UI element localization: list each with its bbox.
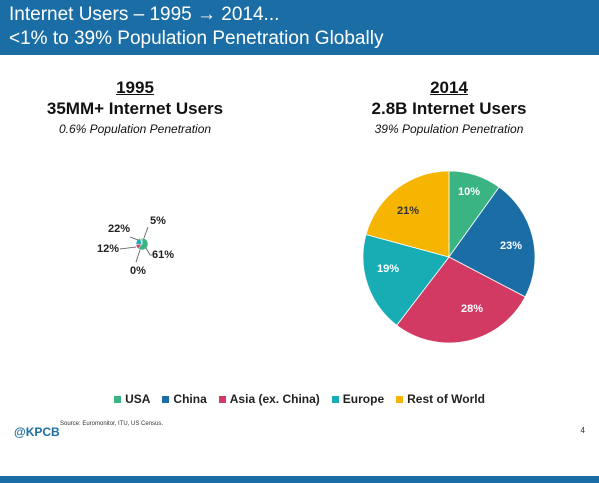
pie-1995-label-2: 0% <box>130 265 146 277</box>
legend-item: Asia (ex. China) <box>218 392 320 406</box>
chart-legend: USA China Asia (ex. China) Europe Rest of Wo… <box>0 392 599 406</box>
legend-item: Rest of World <box>396 392 485 406</box>
legend-label: China <box>173 392 207 406</box>
pie-2014-label-5: 21% <box>397 205 419 217</box>
legend-swatch <box>162 395 170 403</box>
legend-swatch <box>396 395 404 403</box>
legend-label: Rest of World <box>407 392 485 406</box>
title-line-2: <1% to 39% Population Penetration Global… <box>9 28 384 49</box>
left-penetration: 0.6% Population Penetration <box>58 122 212 136</box>
pie-2014-slice-rest-of-world <box>365 170 450 258</box>
right-column-header: 2014 2.8B Internet Users 39% Population … <box>334 78 564 136</box>
bottom-bar <box>0 476 599 483</box>
page-number: 4 <box>580 426 585 435</box>
pie-1995-leader-5 <box>143 226 149 239</box>
source-note: Source: Euromonitor, ITU, US Census. <box>60 421 164 427</box>
left-column-header: 1995 35MM+ Internet Users 0.6% Populatio… <box>20 78 250 136</box>
pie-1995-leader-3 <box>119 246 137 250</box>
legend-label: Europe <box>342 392 385 406</box>
kpcb-logo: @KPCB <box>14 425 60 439</box>
pie-2014-label-3: 28% <box>461 303 483 315</box>
pie-2014-label-1: 10% <box>458 186 480 198</box>
pie-1995-slice-usa <box>137 237 149 251</box>
right-year: 2014 <box>430 78 468 97</box>
right-users: 2.8B Internet Users <box>371 99 527 118</box>
pie-1995-leader-4 <box>129 236 139 241</box>
pie-2014-label-4: 19% <box>377 263 399 275</box>
pie-2014-slice-europe <box>362 234 450 326</box>
pie-1995-label-3: 12% <box>97 243 119 255</box>
pie-1995-label-5: 5% <box>150 215 166 227</box>
legend-item: USA <box>114 392 150 406</box>
left-users: 35MM+ Internet Users <box>46 99 224 118</box>
legend-swatch <box>114 395 122 403</box>
left-year: 1995 <box>116 78 154 97</box>
pie-2014-slice-china <box>448 186 536 298</box>
pie-2014-slice-asia-ex-china <box>396 256 526 344</box>
legend-swatch <box>218 395 226 403</box>
pie-1995-leader-2 <box>135 249 141 263</box>
legend-label: USA <box>125 392 151 406</box>
pie-1995-slice-rest-of-world <box>139 237 143 245</box>
title-line-1: Internet Users – 1995 → 2014... <box>9 4 280 25</box>
right-penetration: 39% Population Penetration <box>374 122 524 136</box>
pie-1995-label-4: 22% <box>108 223 130 235</box>
legend-label: Asia (ex. China) <box>229 392 320 406</box>
pie-1995-label-1: 61% <box>152 249 174 261</box>
title-banner: Internet Users – 1995 → 2014... <1% to 3… <box>0 0 599 55</box>
pie-2014-label-2: 23% <box>500 240 522 252</box>
legend-swatch <box>331 395 339 403</box>
legend-item: China <box>162 392 207 406</box>
pie-1995-leader-1 <box>145 247 152 256</box>
legend-item: Europe <box>331 392 385 406</box>
